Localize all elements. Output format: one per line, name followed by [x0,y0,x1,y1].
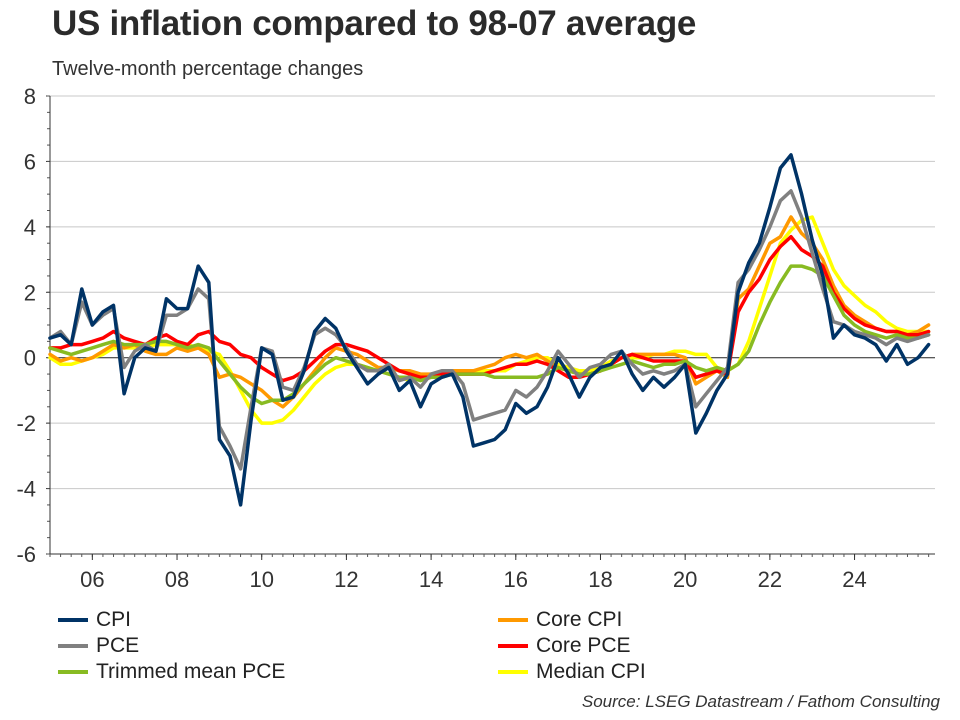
legend: CPI PCE Trimmed mean PCE Core CPI Core P… [0,600,960,690]
legend-swatch-core-pce [498,644,528,648]
legend-label-pce: PCE [96,634,140,657]
x-tick-label: 06 [80,567,104,592]
legend-label-core-cpi: Core CPI [536,608,623,631]
series-line-trimmed-mean-pce [48,264,931,406]
x-tick-label: 24 [842,567,866,592]
series-line-median-cpi [48,215,931,425]
x-tick-label: 14 [419,567,443,592]
y-tick-label: 8 [24,84,36,109]
y-tick-label: 2 [24,280,36,305]
gridlines [50,95,935,490]
series-line-core-cpi [48,215,931,409]
legend-label-trimmed-mean-pce: Trimmed mean PCE [96,660,286,683]
y-tick-label: -2 [16,411,36,436]
y-tick-label: 4 [24,215,36,240]
x-tick-label: 16 [504,567,528,592]
y-tick-label: -4 [16,477,36,502]
legend-label-cpi: CPI [96,608,132,631]
legend-label-median-cpi: Median CPI [536,660,646,683]
legend-swatch-median-cpi [498,670,528,674]
legend-item-trimmed-mean-pce: Trimmed mean PCE [58,660,285,684]
legend-swatch-pce [58,644,88,648]
source-note: Source: LSEG Datastream / Fathom Consult… [581,692,940,711]
y-tick-label: 6 [24,149,36,174]
series-lines [48,153,931,507]
x-tick-label: 20 [673,567,697,592]
series-line-pce [48,189,931,471]
chart-title: US inflation compared to 98-07 average [52,4,697,43]
y-tick-label: -6 [16,542,36,567]
legend-label-core-pce: Core PCE [536,634,631,657]
legend-item-pce: PCE [58,634,139,658]
series-line-cpi [48,153,931,507]
legend-item-median-cpi: Median CPI [498,660,646,684]
x-tick-label: 10 [249,567,273,592]
legend-item-core-cpi: Core CPI [498,608,622,632]
chart-subtitle: Twelve-month percentage changes [52,58,364,80]
legend-item-core-pce: Core PCE [498,634,631,658]
legend-swatch-cpi [58,618,88,622]
legend-swatch-core-cpi [498,618,528,622]
y-tick-label: 0 [24,346,36,371]
x-tick-label: 12 [334,567,358,592]
series-line-core-pce [48,234,931,383]
legend-swatch-trimmed-mean-pce [58,670,88,674]
x-tick-label: 18 [588,567,612,592]
x-tick-label: 22 [758,567,782,592]
legend-item-cpi: CPI [58,608,131,632]
x-tick-label: 08 [165,567,189,592]
